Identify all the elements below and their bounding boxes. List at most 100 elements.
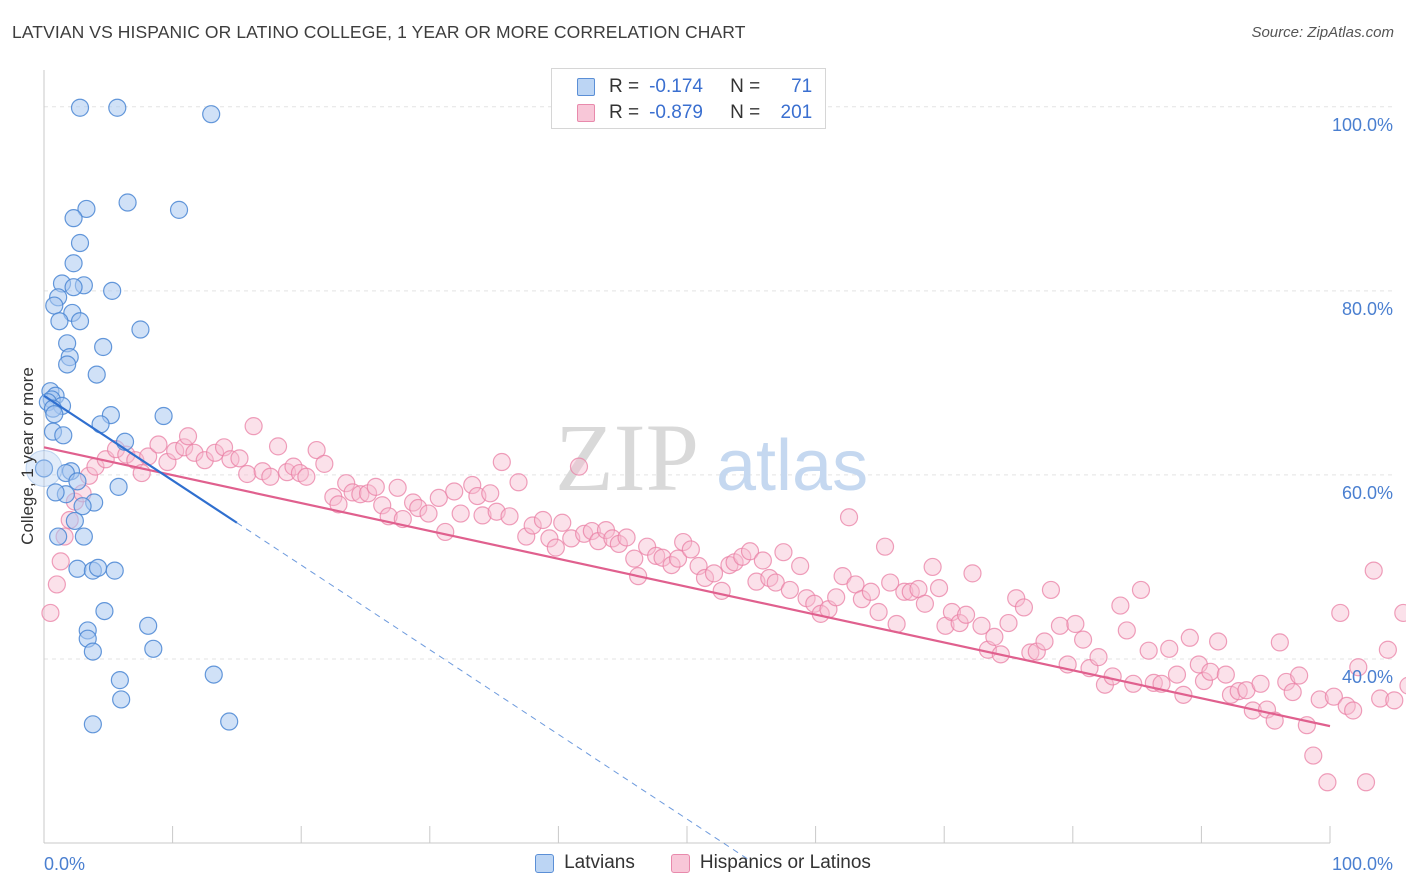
latvians-swatch [577,78,595,96]
series-legend: Latvians Hispanics or Latinos [0,852,1406,874]
hispanic-point [178,427,198,446]
hispanic-point [839,508,859,527]
hispanic-point [546,538,565,557]
hispanic-point [805,594,824,613]
latvian-point [204,665,223,684]
latvian-trend-line [43,394,238,524]
hispanic-point [963,564,982,583]
latvian-point [70,312,90,331]
hispanic-point [1378,640,1397,659]
latvian-point [139,616,158,635]
latvian-point [220,712,239,731]
latvian-point [68,559,87,578]
hispanic-point [617,528,636,547]
latvian-point [45,405,64,424]
latvian-point [50,312,69,331]
hispanic-point [373,496,392,515]
hispanic-point [582,521,601,541]
hispanic-point [1216,665,1235,684]
hispanic-point [1089,648,1108,667]
hispanic-point [463,475,482,495]
hispanic-point [923,557,942,577]
hispanic-point [1399,676,1406,695]
hispanic-point [1337,696,1356,715]
hispanic-point [1201,662,1220,681]
y-tick-label: 60.0% [1342,483,1393,503]
hispanic-point [827,588,846,607]
hispanic-point [625,549,644,568]
hispanic-point [1394,603,1406,623]
hispanic-point [492,452,511,472]
latvian-trend-extension [236,522,752,862]
latvian-point [54,426,73,445]
hispanic-point [500,507,519,526]
hispanics-swatch [670,853,690,873]
hispanic-point [662,555,681,575]
hispanic-point [1209,632,1228,651]
hispanic-trend-line [43,446,1331,728]
hispanic-point [366,477,385,496]
hispanic-point [553,513,572,532]
latvian-point [49,527,68,546]
legend-item-hispanics[interactable]: Hispanics or Latinos [670,852,871,874]
hispanic-point [1356,773,1376,792]
hispanic-point [999,613,1018,633]
latvian-point [118,193,137,212]
legend-label-latvians: Latvians [564,852,635,873]
hispanic-point [1270,633,1289,652]
hispanic-point [429,488,448,508]
hispanic-point [1229,682,1248,701]
hispanic-point [695,568,715,588]
y-axis-label: College, 1 year or more [18,367,37,545]
hispanic-point [753,551,772,570]
hispanic-point [915,594,935,613]
hispanic-point [668,549,688,568]
legend-n-value: 201 [780,102,813,123]
hispanic-point [1066,614,1085,634]
latvian-point [154,406,173,426]
hispanic-point [47,575,66,594]
latvian-point [109,477,128,496]
hispanic-point [1194,671,1214,691]
hispanic-point [540,529,559,548]
y-tick-label: 100.0% [1332,115,1393,135]
hispanic-point [451,504,470,523]
latvians-swatch [535,853,555,873]
hispanic-point [972,616,991,635]
axes [43,70,1331,844]
latvian-point [202,105,221,124]
latvian-point [103,281,122,300]
latvian-point [105,561,124,580]
hispanic-point [881,573,900,592]
x-tick-label: 0.0% [44,854,85,874]
hispanic-point [1331,603,1350,623]
tick-labels: 40.0% 60.0% 80.0% 100.0% 0.0% 100.0% [44,115,1393,874]
legend-n-label: N = [730,76,761,97]
hispanic-point [1073,630,1093,649]
latvian-point [131,320,150,339]
legend-item-latvians[interactable]: Latvians [535,852,635,874]
latvian-point [46,483,65,502]
hispanic-point [647,546,666,565]
hispanic-point [985,627,1004,646]
hispanic-point [895,582,914,601]
hispanic-point [1265,711,1284,730]
latvian-point [64,278,83,297]
latvian-point [25,449,63,487]
latvian-point [70,98,90,117]
hispanic-point [51,552,70,571]
watermark-atlas: atlas [716,426,868,506]
hispanic-point [1041,580,1061,600]
hispanic-point [517,527,536,546]
hispanic-point [740,542,760,561]
hispanic-point [1160,639,1179,658]
legend-label-hispanics: Hispanics or Latinos [699,852,871,873]
hispanic-point [1344,701,1363,720]
trend-lines [43,394,1331,862]
latvian-point [65,511,84,531]
watermark-zip: ZIP [555,404,699,511]
hispanic-point [1117,621,1136,640]
legend-n-value: 71 [791,76,813,97]
hispanic-point [268,437,288,456]
hispanic-point [185,443,204,462]
